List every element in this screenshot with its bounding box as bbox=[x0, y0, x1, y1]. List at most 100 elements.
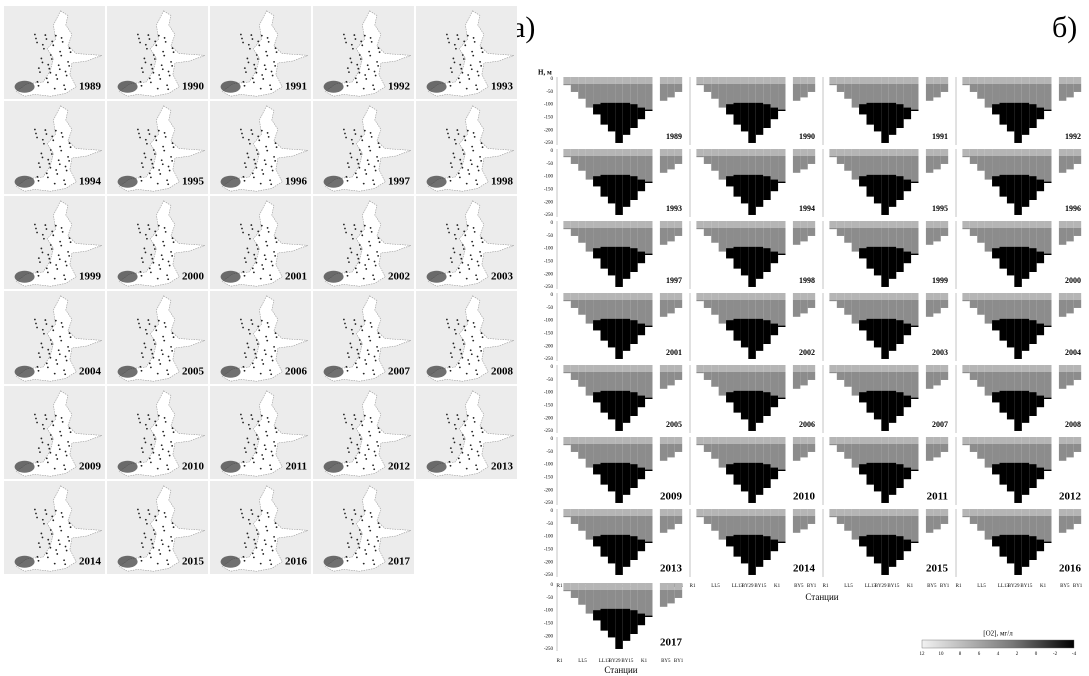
map-dot bbox=[347, 180, 349, 182]
section-upper bbox=[859, 77, 866, 84]
map-dot bbox=[159, 363, 161, 365]
y-tick-label: -250 bbox=[544, 501, 554, 506]
section-upper bbox=[941, 77, 948, 84]
map-dot bbox=[356, 556, 358, 558]
section-upper bbox=[904, 221, 911, 228]
section-gray bbox=[962, 372, 969, 373]
map-dot bbox=[240, 319, 242, 321]
map-dot bbox=[265, 431, 267, 433]
map-dot bbox=[248, 442, 250, 444]
map-dot bbox=[264, 444, 266, 446]
map-dot bbox=[59, 146, 61, 148]
map-dot bbox=[60, 530, 62, 532]
section-upper bbox=[859, 149, 866, 156]
map-dot bbox=[155, 329, 157, 331]
map-dot bbox=[173, 51, 175, 53]
section-upper bbox=[563, 149, 570, 156]
map-dot bbox=[252, 362, 254, 364]
map-dot bbox=[480, 160, 482, 162]
map-dot bbox=[345, 422, 347, 424]
section-gray bbox=[808, 444, 815, 452]
map-dot bbox=[353, 129, 355, 131]
map-dot bbox=[452, 58, 454, 60]
map-dot bbox=[253, 461, 255, 463]
section-gray bbox=[829, 444, 836, 445]
section-upper bbox=[601, 221, 608, 228]
map-patch bbox=[15, 176, 35, 188]
section-upper bbox=[586, 149, 593, 156]
section-gray bbox=[660, 590, 667, 607]
map-dot bbox=[150, 556, 152, 558]
map-dot bbox=[161, 349, 163, 351]
y-tick-label: -250 bbox=[544, 285, 554, 290]
section-gray bbox=[563, 84, 570, 85]
section-anoxic bbox=[771, 468, 778, 480]
map-dot bbox=[145, 347, 147, 349]
section-upper bbox=[771, 293, 778, 300]
map-dot bbox=[50, 434, 52, 436]
map-dot bbox=[164, 417, 166, 419]
map-dot bbox=[368, 353, 370, 355]
map-patch bbox=[324, 176, 344, 188]
section-upper bbox=[771, 437, 778, 444]
map-year: 1997 bbox=[388, 176, 411, 188]
section-anoxic bbox=[1029, 248, 1036, 272]
map-dot bbox=[376, 251, 378, 253]
map-dot bbox=[50, 357, 52, 359]
map-dot bbox=[162, 258, 164, 260]
map-dot bbox=[241, 323, 243, 325]
section-upper bbox=[904, 149, 911, 156]
map-dot bbox=[64, 468, 66, 470]
section-upper bbox=[601, 583, 608, 590]
y-tick-label: -100 bbox=[544, 247, 554, 252]
map-dot bbox=[463, 343, 465, 345]
map-dot bbox=[169, 455, 171, 457]
section-gray bbox=[977, 444, 984, 459]
section-gray bbox=[578, 156, 585, 171]
section-gray bbox=[696, 372, 703, 373]
map-dot bbox=[361, 519, 363, 521]
map-dot bbox=[153, 72, 155, 74]
map-dot bbox=[242, 232, 244, 234]
map-dot bbox=[249, 143, 251, 145]
map-dot bbox=[140, 81, 142, 83]
map-dot bbox=[60, 340, 62, 342]
map-dot bbox=[462, 452, 464, 454]
map-patch bbox=[118, 271, 138, 283]
map-dot bbox=[347, 542, 349, 544]
map-dot bbox=[244, 465, 246, 467]
section-anoxic bbox=[623, 609, 630, 641]
map-dot bbox=[35, 513, 37, 515]
map-dot bbox=[169, 75, 171, 77]
section-year: 1994 bbox=[799, 204, 815, 213]
map-dot bbox=[256, 149, 258, 151]
section-anoxic bbox=[741, 319, 748, 348]
map-dot bbox=[66, 360, 68, 362]
map-dot bbox=[482, 51, 484, 53]
section-anoxic bbox=[748, 463, 755, 503]
section-upper bbox=[638, 149, 645, 156]
map-dot bbox=[364, 264, 366, 266]
section-gray bbox=[808, 516, 815, 524]
section-anoxic bbox=[726, 464, 733, 474]
map-dot bbox=[47, 444, 49, 446]
map-dot bbox=[458, 323, 460, 325]
section-gray bbox=[852, 372, 859, 396]
map-dot bbox=[359, 357, 361, 359]
section-anoxic bbox=[1000, 175, 1007, 197]
map-dot bbox=[275, 522, 277, 524]
map-dot bbox=[476, 278, 478, 280]
map-dot bbox=[271, 451, 273, 453]
y-tick-label: -250 bbox=[544, 357, 554, 362]
map-dot bbox=[154, 515, 156, 517]
section-gray bbox=[1044, 516, 1051, 543]
map-dot bbox=[64, 88, 66, 90]
section-upper bbox=[896, 437, 903, 444]
section-year: 1999 bbox=[932, 276, 948, 285]
map-dot bbox=[273, 346, 275, 348]
section-upper bbox=[623, 293, 630, 300]
map-dot bbox=[473, 417, 475, 419]
map-dot bbox=[473, 37, 475, 39]
section-upper bbox=[593, 365, 600, 372]
map-dot bbox=[370, 132, 372, 134]
